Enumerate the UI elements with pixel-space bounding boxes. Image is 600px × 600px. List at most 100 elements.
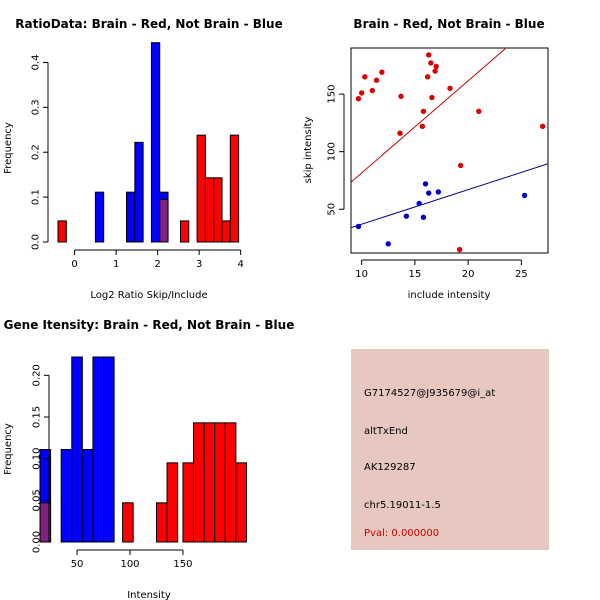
brain-point: [362, 74, 368, 80]
scatter-xlabel: include intensity: [408, 290, 491, 301]
scatter-points: [355, 52, 546, 253]
gene-intensity-histogram-bar: [81, 449, 94, 543]
scatter-fit-lines: [351, 48, 548, 229]
ratio-histogram-x-tick-label: 2: [154, 259, 160, 270]
ratio-histogram-y-tick-label: 0.0: [31, 234, 42, 250]
not-brain-point: [416, 200, 422, 207]
gene-intensity-histogram-bar: [122, 502, 134, 543]
gene-intensity-histogram-x-tick-label: 150: [173, 559, 192, 570]
brain-point: [426, 52, 432, 58]
ratio-histogram-bar: [94, 191, 105, 243]
scatter-x-tick-label: 15: [409, 269, 422, 280]
scatter-y-axis: 50 100 150: [327, 85, 345, 216]
info-location: chr5.19011-1.5: [364, 500, 441, 511]
ratio-histogram-bar: [221, 220, 231, 243]
brain-point: [456, 246, 463, 253]
brain-point: [476, 108, 482, 115]
not-brain-point: [435, 189, 442, 195]
brain-point: [539, 123, 546, 130]
not-brain-point: [385, 241, 391, 247]
gene-intensity-histogram-bar: [193, 422, 205, 543]
ratio-histogram-bar: [204, 177, 215, 243]
ratio-histogram-panel: RatioData: Brain - Red, Not Brain - Blue…: [3, 17, 283, 301]
ratio-histogram-x-tick-label: 4: [238, 259, 244, 270]
info-probe-id: G7174527@J935679@i_at: [364, 388, 495, 399]
not-brain-point: [420, 214, 427, 220]
gene-intensity-histogram-y-tick-label: 0.10: [32, 448, 43, 470]
not-brain-point: [403, 213, 410, 219]
ratio-histogram-bar: [57, 220, 67, 243]
brain-point: [398, 93, 404, 100]
brain-point: [432, 68, 438, 74]
gene-intensity-histogram-y-tick-label: 0.05: [32, 489, 43, 511]
brain-point: [428, 60, 434, 66]
gene-intensity-histogram-bar: [166, 462, 179, 543]
ratio-histogram-bar: [126, 191, 136, 243]
ratio-histogram-title: RatioData: Brain - Red, Not Brain - Blue: [15, 17, 282, 31]
gene-intensity-histogram-xlabel: Intensity: [127, 590, 171, 600]
scatter-ylabel: skip intensity: [303, 117, 314, 184]
gene-intensity-histogram-bar: [103, 356, 115, 543]
ratio-histogram-bars: [57, 42, 240, 243]
ratio-histogram-xlabel: Log2 Ratio Skip/Include: [90, 290, 207, 301]
brain-point: [419, 123, 426, 130]
brain-point: [379, 69, 385, 75]
gene-intensity-histogram-x-tick-label: 100: [120, 559, 139, 570]
not-brain-fit-line: [351, 163, 548, 229]
ratio-histogram-y-tick-label: 0.2: [31, 144, 42, 160]
brain-fit-line: [351, 48, 507, 183]
scatter-panel: Brain - Red, Not Brain - Blue 10 15 20 25 5…: [303, 17, 549, 301]
ratio-histogram-bar: [213, 177, 223, 243]
ratio-histogram-bar: [229, 134, 240, 243]
scatter-y-tick-label: 150: [327, 85, 338, 104]
brain-point: [397, 130, 403, 136]
ratio-histogram-y-axis: 0.0 0.1 0.2 0.3 0.4: [31, 54, 49, 250]
brain-point: [424, 74, 431, 80]
gene-intensity-histogram-bar: [60, 449, 73, 543]
gene-intensity-histogram-y-tick-label: 0.00: [32, 531, 43, 553]
scatter-title: Brain - Red, Not Brain - Blue: [353, 17, 544, 31]
info-event-type: altTxEnd: [364, 426, 408, 437]
not-brain-point: [426, 190, 432, 196]
gene-intensity-histogram-y-axis: 0.00 0.05 0.10 0.15 0.20: [32, 364, 50, 553]
scatter-y-tick-label: 50: [327, 203, 338, 216]
scatter-y-tick-label: 100: [327, 142, 338, 161]
info-transcript: AK129287: [364, 462, 416, 473]
brain-point: [358, 90, 365, 96]
info-pval: Pval: 0.000000: [364, 528, 439, 539]
ratio-histogram-bar: [150, 42, 161, 243]
ratio-histogram-bar: [196, 134, 206, 243]
brain-point: [355, 95, 362, 102]
ratio-histogram-x-tick-label: 3: [196, 259, 202, 270]
gene-intensity-histogram-bar: [224, 422, 237, 543]
gene-intensity-histogram-bar: [203, 422, 216, 543]
not-brain-point: [521, 192, 528, 199]
ratio-histogram-ylabel: Frequency: [3, 122, 14, 174]
not-brain-point: [355, 223, 362, 230]
gene-intensity-histogram-bar: [182, 462, 195, 543]
gene-intensity-histogram-bar: [235, 462, 247, 543]
scatter-x-axis: 10 15 20 25: [355, 259, 528, 280]
not-brain-point: [422, 181, 429, 187]
ratio-histogram-bar: [159, 198, 169, 243]
gene-intensity-histogram-y-tick-label: 0.15: [32, 406, 43, 428]
ratio-histogram-x-axis: 0 1 2 3 4: [71, 249, 244, 270]
gene-intensity-histogram-panel: Gene Itensity: Brain - Red, Not Brain - …: [3, 318, 294, 600]
scatter-x-tick-label: 10: [355, 269, 368, 280]
brain-point: [420, 108, 427, 115]
brain-point: [429, 94, 435, 101]
gene-intensity-histogram-x-axis: 50 100 150: [71, 549, 192, 570]
gene-intensity-histogram-y-tick-label: 0.20: [32, 364, 43, 386]
gene-intensity-histogram-bar: [71, 356, 83, 543]
gene-intensity-histogram-bar: [214, 422, 226, 543]
brain-point: [447, 85, 453, 92]
scatter-plot-box: [350, 47, 549, 254]
scatter-x-tick-label: 25: [515, 269, 528, 280]
gene-intensity-histogram-bar: [92, 356, 105, 543]
brain-point: [373, 77, 380, 83]
brain-point: [369, 87, 375, 94]
ratio-histogram-x-tick-label: 0: [71, 259, 77, 270]
ratio-histogram-y-tick-label: 0.4: [31, 54, 42, 70]
ratio-histogram-x-tick-label: 1: [113, 259, 119, 270]
